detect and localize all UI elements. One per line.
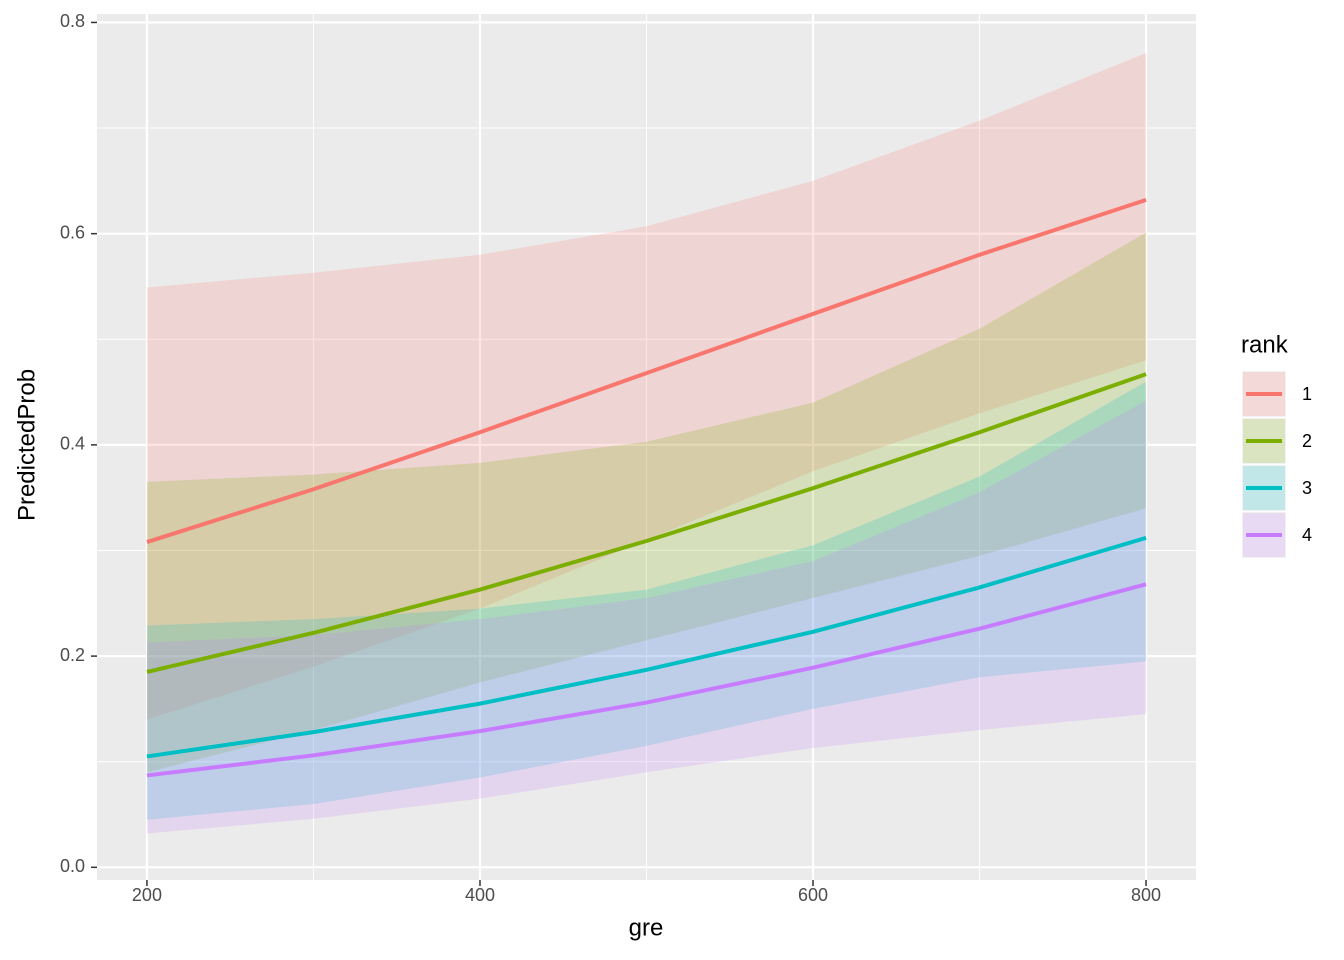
axes: 200 400 600 800 0.0 0.2 0.4 0.6 0.8 bbox=[60, 11, 1161, 905]
ribbon bbox=[146, 232, 1147, 773]
x-tick-label: 400 bbox=[465, 885, 495, 905]
x-tick-label: 800 bbox=[1131, 885, 1161, 905]
legend: 1 2 3 4 bbox=[1242, 371, 1312, 558]
y-tick-label: 0.0 bbox=[60, 856, 85, 876]
line bbox=[146, 197, 1147, 544]
ribbons bbox=[146, 53, 1147, 834]
legend-label: 2 bbox=[1302, 431, 1312, 451]
line bbox=[146, 535, 1147, 759]
grid bbox=[97, 14, 1196, 880]
y-tick-label: 0.8 bbox=[60, 11, 85, 31]
lines bbox=[146, 197, 1147, 778]
x-tick-label: 600 bbox=[798, 885, 828, 905]
legend-label: 4 bbox=[1302, 525, 1312, 545]
y-tick-label: 0.6 bbox=[60, 222, 85, 242]
legend-label: 1 bbox=[1302, 384, 1312, 404]
legend-title: rank bbox=[1241, 331, 1289, 358]
y-tick-label: 0.4 bbox=[60, 434, 85, 454]
x-tick-label: 200 bbox=[132, 885, 162, 905]
ribbon bbox=[146, 381, 1147, 820]
line bbox=[146, 582, 1147, 778]
ribbon bbox=[146, 400, 1147, 834]
ribbon bbox=[146, 53, 1147, 720]
y-tick-label: 0.2 bbox=[60, 645, 85, 665]
legend-label: 3 bbox=[1302, 478, 1312, 498]
line bbox=[146, 372, 1147, 674]
y-axis-title: PredictedProb bbox=[13, 369, 40, 521]
x-axis-title: gre bbox=[629, 914, 664, 941]
